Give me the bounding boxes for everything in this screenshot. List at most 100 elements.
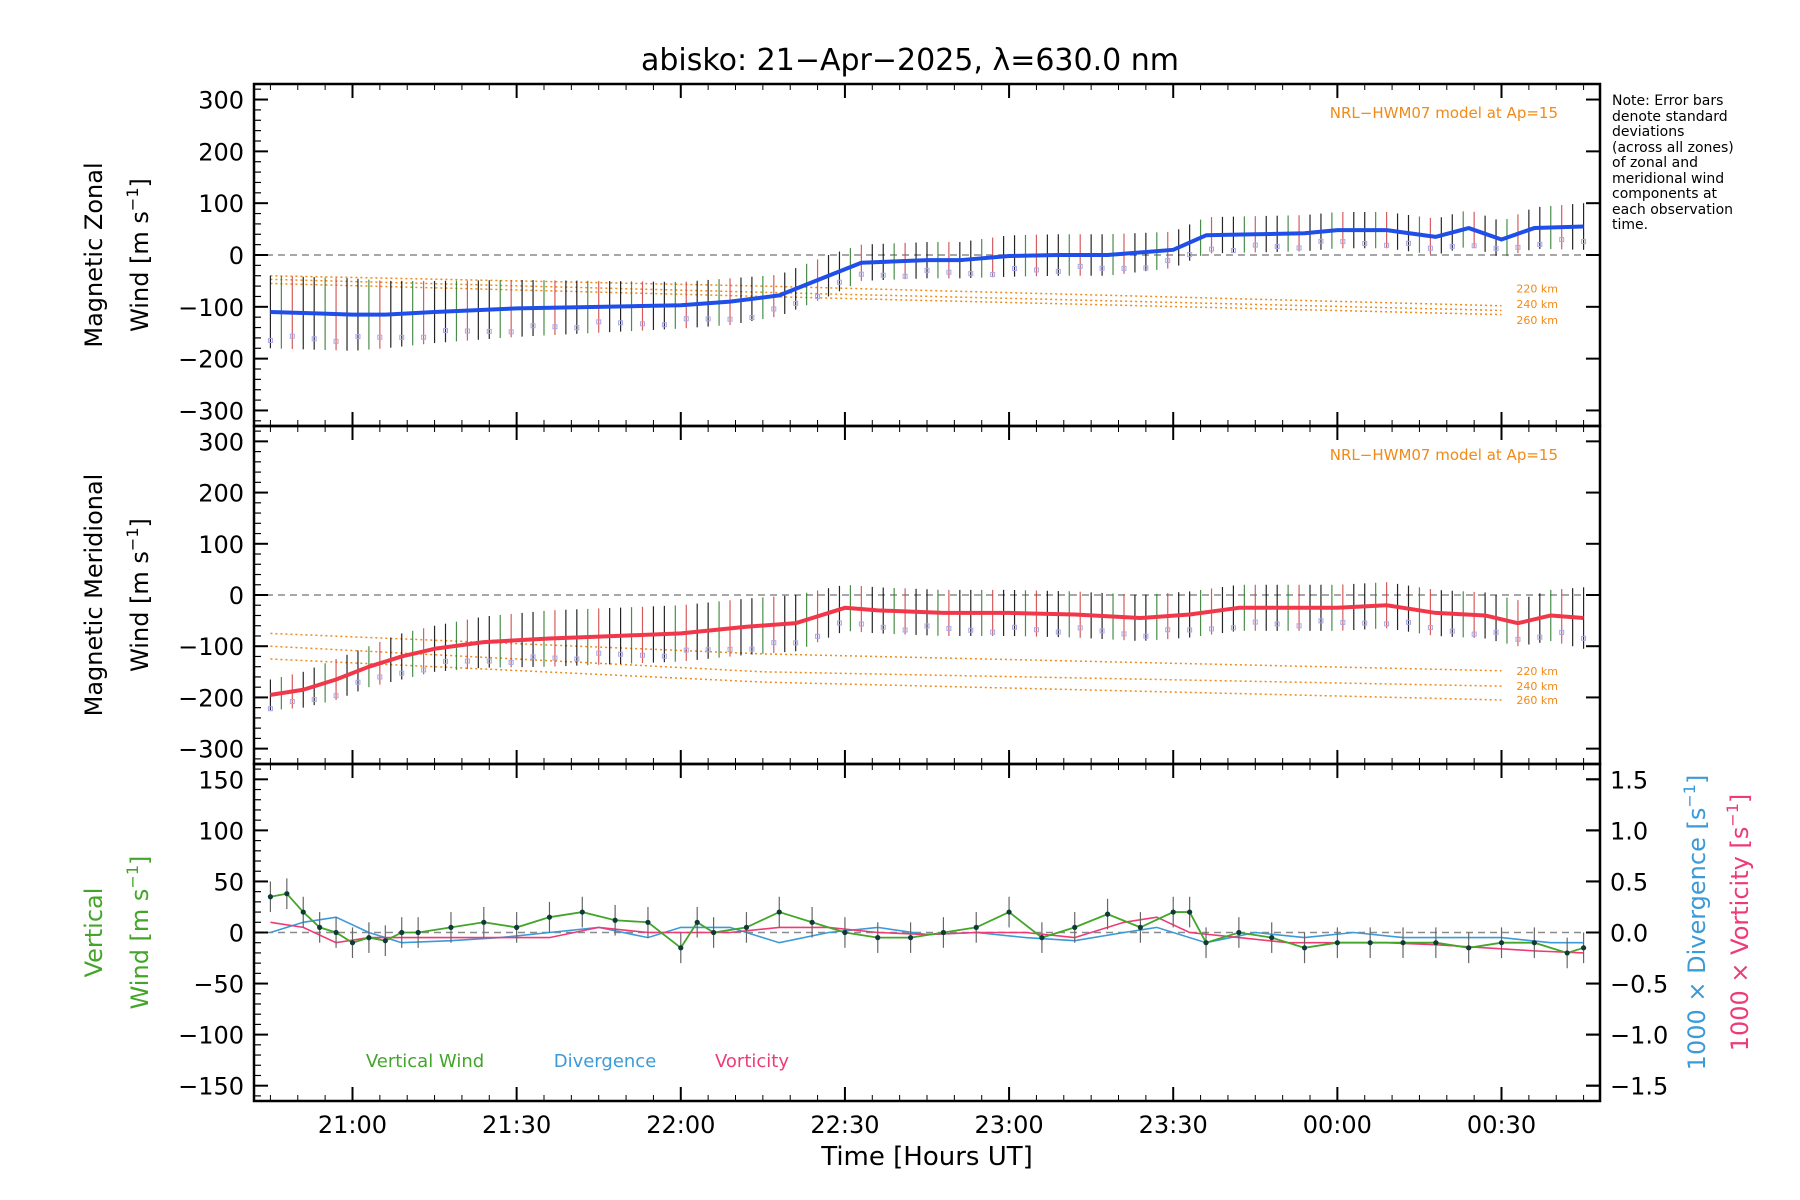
vertical-wind-point	[973, 924, 979, 930]
zone-point	[1209, 246, 1215, 252]
vertical-wind-point	[349, 940, 356, 946]
zone-point	[574, 325, 580, 331]
zone-point	[267, 706, 273, 712]
y-tick-label: −100	[178, 294, 244, 322]
zone-point	[749, 314, 755, 320]
zone-point	[727, 316, 733, 322]
vertical-wind-point	[694, 919, 700, 925]
y-tick-label: 0	[229, 242, 244, 270]
y-tick-label: 100	[198, 531, 244, 559]
vertical-wind-point	[1564, 950, 1570, 956]
y-tick-label: 300	[198, 87, 244, 115]
model-line-260km	[270, 658, 1502, 701]
note-line: meridional wind	[1612, 170, 1725, 187]
zone-point	[1471, 631, 1477, 637]
zone-point	[1274, 621, 1280, 627]
y2-tick-label: −1.5	[1610, 1073, 1668, 1101]
vertical-wind-point	[481, 919, 487, 925]
zone-point	[1165, 627, 1171, 633]
zone-point	[1077, 263, 1083, 269]
vertical-wind-point	[1580, 945, 1587, 951]
note-line: components at	[1612, 186, 1718, 202]
y-axis-label-sup: −1	[123, 187, 142, 211]
zone-point	[1121, 265, 1127, 271]
zone-point	[946, 269, 952, 275]
y-tick-label: 0	[229, 920, 244, 948]
zone-point	[486, 658, 492, 664]
note-line: denote standard	[1612, 108, 1728, 125]
zone-point	[377, 334, 383, 340]
zone-point	[1559, 629, 1565, 635]
vertical-wind-point	[1498, 940, 1505, 946]
vertical-wind-point	[1531, 940, 1537, 946]
zone-point	[596, 650, 602, 656]
y2-axis-label-close: ]	[1683, 775, 1711, 784]
y2-axis-label: 1000 × Vorticity [s−1]	[1723, 794, 1754, 1052]
zone-point	[1340, 619, 1346, 625]
zonal-wind-line	[270, 224, 1584, 317]
y-axis-label-line1: Magnetic Zonal	[80, 162, 108, 347]
zone-point	[508, 659, 514, 665]
model-label: NRL−HWM07 model at Ap=15	[1330, 104, 1558, 122]
zone-point	[836, 620, 842, 626]
zone-point	[924, 267, 930, 273]
zone-point	[333, 693, 339, 699]
zone-point	[1515, 244, 1521, 250]
vertical-wind-point	[579, 909, 585, 915]
y-axis-label-sup: −1	[123, 865, 142, 889]
zone-point	[530, 323, 536, 329]
note-line: (across all zones)	[1612, 139, 1734, 156]
x-tick-label: 22:00	[646, 1111, 715, 1139]
zone-point	[815, 633, 821, 639]
zone-point	[771, 640, 777, 646]
zone-point	[311, 696, 317, 702]
vertical-wind-point	[743, 924, 750, 930]
zone-point	[355, 679, 361, 685]
zone-point	[1012, 266, 1018, 272]
zone-point	[639, 321, 645, 327]
y-axis-label-text: Wind [m s	[126, 889, 154, 1010]
meridional-wind-line	[270, 603, 1584, 697]
zone-point	[683, 316, 689, 322]
panel-meridional: 300 200 100 0 −100 −200 −300 Magnetic Meridiona…	[80, 424, 1602, 766]
vertical-wind-point	[1039, 935, 1045, 941]
y-axis-label-close: ]	[126, 178, 154, 187]
zone-point	[1077, 625, 1083, 631]
y-tick-label: 100	[198, 817, 244, 845]
zone-point	[1581, 635, 1587, 641]
zone-point	[793, 300, 799, 306]
vertical-wind-point	[1236, 929, 1242, 936]
y-axis-label-line2: Wind [m s−1]	[123, 178, 154, 332]
vertical-wind-point	[1104, 911, 1111, 917]
error-bar-note: Note: Error bars denote standard deviation…	[1612, 93, 1787, 234]
y-tick-label: 200	[198, 480, 244, 508]
zone-point	[1362, 620, 1368, 626]
zone-point	[858, 271, 864, 277]
zone-point	[1340, 239, 1346, 245]
vertical-wind-point	[809, 919, 815, 925]
zone-point	[705, 316, 711, 322]
zone-point	[1274, 244, 1280, 250]
vertical-wind-point	[776, 909, 782, 915]
zone-point	[1362, 240, 1368, 246]
vertical-wind-point	[612, 917, 618, 923]
zone-point	[990, 629, 996, 635]
chart-title: abisko: 21−Apr−2025, λ=630.0 nm	[641, 43, 1179, 78]
y-axis-label-close: ]	[126, 856, 154, 865]
zone-point	[946, 625, 952, 631]
zone-point	[924, 623, 930, 629]
altitude-label: 220 km	[1516, 283, 1558, 296]
y2-axis-label: 1000 × Divergence [s−1]	[1680, 775, 1711, 1071]
zone-point	[727, 646, 733, 652]
vertical-wind-point	[678, 945, 684, 951]
vertical-wind-point	[1466, 945, 1472, 951]
zone-point	[267, 338, 273, 343]
vertical-wind-point	[1433, 940, 1439, 946]
model-line-220km	[270, 632, 1502, 672]
zone-point	[749, 646, 755, 652]
zone-point	[1449, 243, 1455, 249]
note-line: of zonal and	[1612, 155, 1698, 171]
zone-point	[618, 651, 624, 657]
y-axis-label-line2: Wind [m s−1]	[123, 856, 154, 1010]
vertical-wind-point	[1334, 940, 1340, 946]
